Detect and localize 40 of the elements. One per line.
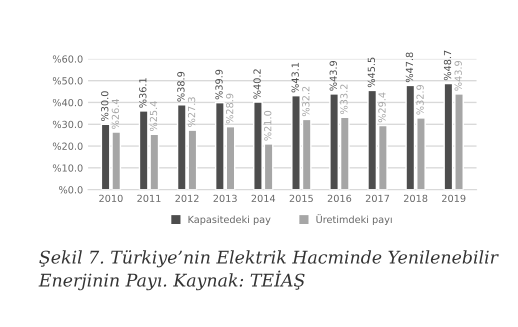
data-label: %36.1 [139, 78, 146, 108]
data-label: %32.9 [416, 84, 424, 115]
x-tick-label: 2013 [214, 194, 237, 202]
data-label: %21.0 [264, 110, 272, 141]
data-label: %26.4 [112, 98, 120, 129]
data-label: %45.5 [368, 58, 376, 88]
legend-label: Üretimdeki payı [316, 214, 392, 225]
data-label: %27.3 [188, 97, 196, 127]
data-label: %40.2 [253, 69, 261, 99]
data-label: %28.9 [226, 94, 234, 124]
x-tick-label: 2018 [404, 194, 428, 202]
x-tick-label: 2012 [175, 194, 198, 202]
legend-label: Kapasitedeki pay [188, 216, 271, 225]
x-tick-label: 2019 [442, 194, 466, 202]
data-label: %30.0 [101, 91, 108, 121]
data-label: %43.9 [330, 60, 337, 91]
x-tick-label: 2014 [252, 194, 276, 202]
x-tick-label: 2011 [137, 194, 160, 202]
y-tick-label: %50.0 [52, 77, 83, 84]
data-label: %43.1 [291, 62, 299, 92]
data-label: %39.9 [215, 70, 223, 100]
y-tick-label: %10.0 [52, 164, 83, 172]
y-tick-label: %30.0 [52, 120, 83, 128]
y-tick-label: %60.0 [52, 55, 83, 63]
data-label: %29.4 [378, 92, 386, 122]
x-tick-label: 2015 [290, 194, 313, 202]
data-label: %48.7 [444, 50, 452, 80]
data-label: %33.2 [340, 84, 348, 114]
x-tick-label: 2016 [328, 194, 352, 202]
y-tick-label: %20.0 [52, 142, 83, 150]
data-label: %25.4 [150, 101, 158, 131]
data-label: %43.9 [454, 60, 462, 91]
x-tick-label: 2010 [99, 194, 123, 202]
y-tick-label: %40.0 [52, 98, 83, 106]
text: Şekil 7. Türkiye’nin Elektrik Hacminde Yenilenebilir Enerjinin Payı. Kaynak: TEİAŞ [38, 250, 499, 290]
data-label: %47.8 [406, 52, 414, 82]
x-tick-label: 2017 [366, 194, 390, 202]
data-label: %32.2 [302, 86, 310, 116]
data-label: %38.9 [177, 72, 185, 102]
y-tick-label: %0.0 [59, 186, 83, 194]
